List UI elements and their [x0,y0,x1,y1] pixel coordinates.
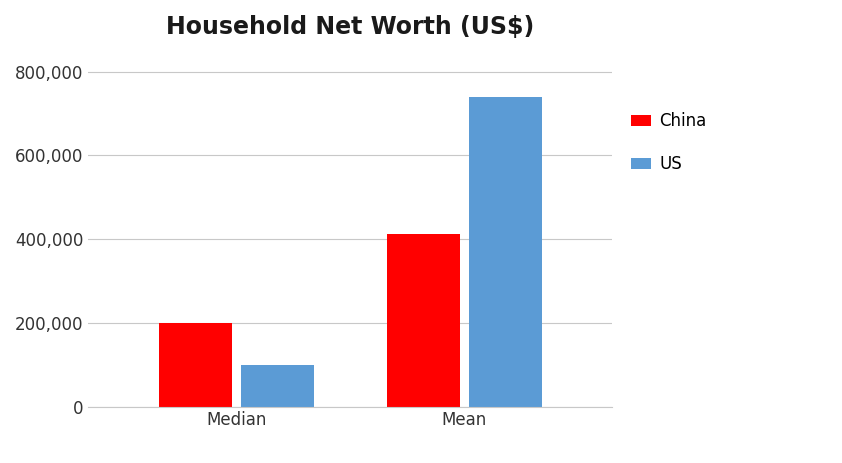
Bar [159,323,232,407]
Legend: China, US: China, US [631,113,706,173]
Bar [386,234,460,407]
Bar [241,365,314,407]
Bar [469,97,541,407]
Title: Household Net Worth (US$): Household Net Worth (US$) [166,15,535,39]
